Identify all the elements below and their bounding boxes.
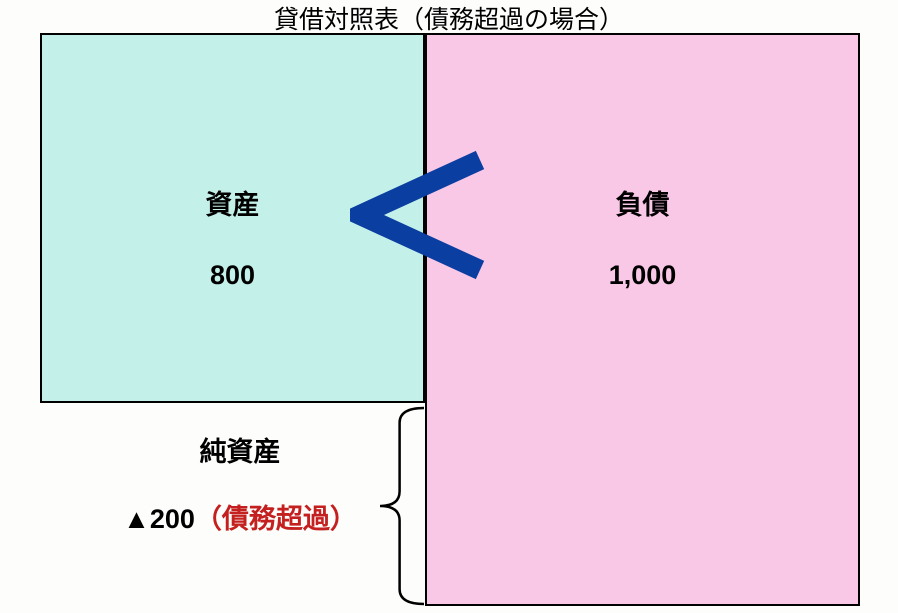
- net-assets-block: 純資産 ▲200（債務超過）: [95, 430, 385, 536]
- net-assets-value-line: ▲200（債務超過）: [123, 497, 357, 536]
- net-assets-note: （債務超過）: [195, 504, 357, 534]
- net-assets-value: ▲200: [123, 504, 195, 534]
- assets-value: 800: [210, 260, 255, 291]
- liabilities-value: 1,000: [609, 260, 677, 291]
- liabilities-box: 負債 1,000: [425, 33, 860, 606]
- assets-box: 資産 800: [40, 33, 425, 403]
- assets-label: 資産: [206, 183, 260, 222]
- brace-icon: [378, 406, 426, 606]
- diagram-title: 貸借対照表（債務超過の場合）: [0, 0, 898, 36]
- liabilities-label: 負債: [616, 183, 670, 222]
- net-assets-label: 純資産: [200, 430, 281, 469]
